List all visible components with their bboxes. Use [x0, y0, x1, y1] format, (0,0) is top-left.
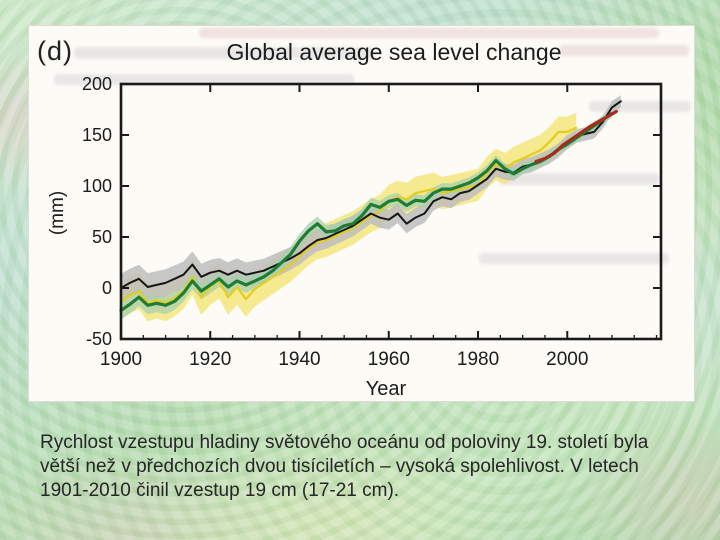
svg-text:100: 100 — [82, 176, 112, 196]
svg-text:1960: 1960 — [368, 349, 410, 370]
svg-text:1900: 1900 — [100, 349, 142, 370]
svg-text:50: 50 — [92, 227, 112, 247]
svg-text:200: 200 — [82, 74, 112, 94]
svg-text:-50: -50 — [86, 329, 112, 349]
svg-text:1940: 1940 — [278, 349, 320, 370]
svg-text:1920: 1920 — [189, 349, 231, 370]
caption-line: větší než v předchozích dvou tisíciletíc… — [40, 456, 639, 477]
x-axis-label: Year — [365, 378, 407, 400]
caption-line: Rychlost vzestupu hladiny světového oceá… — [40, 432, 649, 453]
panel-label: (d) — [37, 36, 73, 66]
chart-title: Global average sea level change — [226, 39, 562, 65]
caption-line: 1901-2010 činil vzestup 19 cm (17-21 cm)… — [40, 480, 400, 501]
sea-level-chart: 1900 1920 1940 1960 1980 2000 -50 0 50 100 150 200 — [82, 74, 663, 370]
figure-panel: (d) Global average sea level change (mm)… — [28, 25, 695, 402]
caption: Rychlost vzestupu hladiny světového oceá… — [40, 431, 700, 503]
svg-text:1980: 1980 — [457, 349, 499, 370]
svg-text:150: 150 — [82, 125, 112, 145]
svg-text:2000: 2000 — [546, 349, 588, 370]
svg-text:0: 0 — [102, 278, 112, 298]
